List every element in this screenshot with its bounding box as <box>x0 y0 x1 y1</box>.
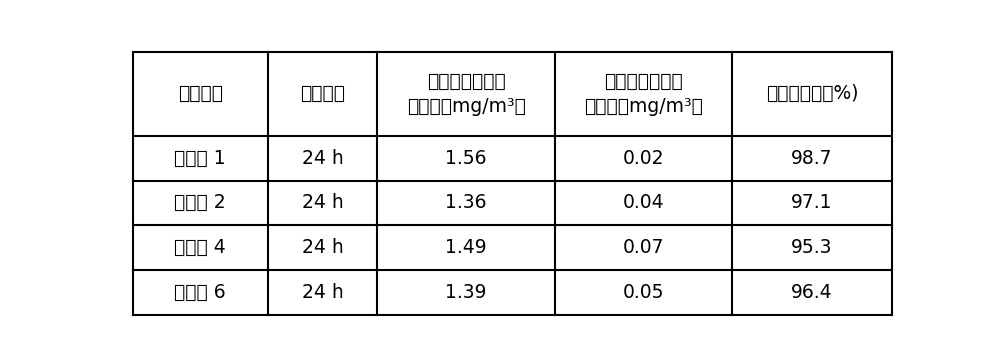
Text: 甲醛去除率（%): 甲醛去除率（%) <box>766 84 858 103</box>
Text: 实施例 2: 实施例 2 <box>174 193 226 212</box>
Text: 实施例 4: 实施例 4 <box>174 238 226 257</box>
Text: 实施例 1: 实施例 1 <box>174 149 226 168</box>
Text: 1.56: 1.56 <box>445 149 487 168</box>
Text: 测试样品: 测试样品 <box>178 84 223 103</box>
Text: 97.1: 97.1 <box>791 193 833 212</box>
Text: 实施例 6: 实施例 6 <box>174 283 226 302</box>
Text: 0.07: 0.07 <box>623 238 664 257</box>
Text: 空白舱作用后甲
醛浓度（mg/m³）: 空白舱作用后甲 醛浓度（mg/m³） <box>407 72 526 116</box>
Text: 24 h: 24 h <box>302 193 344 212</box>
Text: 98.7: 98.7 <box>791 149 833 168</box>
Text: 24 h: 24 h <box>302 149 344 168</box>
Text: 作用时间: 作用时间 <box>300 84 345 103</box>
Text: 试验舱作用后甲
醛浓度（mg/m³）: 试验舱作用后甲 醛浓度（mg/m³） <box>584 72 703 116</box>
Text: 0.05: 0.05 <box>623 283 664 302</box>
Text: 0.04: 0.04 <box>622 193 664 212</box>
Text: 24 h: 24 h <box>302 283 344 302</box>
Text: 1.36: 1.36 <box>445 193 487 212</box>
Text: 96.4: 96.4 <box>791 283 833 302</box>
Text: 24 h: 24 h <box>302 238 344 257</box>
Text: 1.49: 1.49 <box>445 238 487 257</box>
Text: 0.02: 0.02 <box>623 149 664 168</box>
Text: 95.3: 95.3 <box>791 238 833 257</box>
Text: 1.39: 1.39 <box>445 283 487 302</box>
